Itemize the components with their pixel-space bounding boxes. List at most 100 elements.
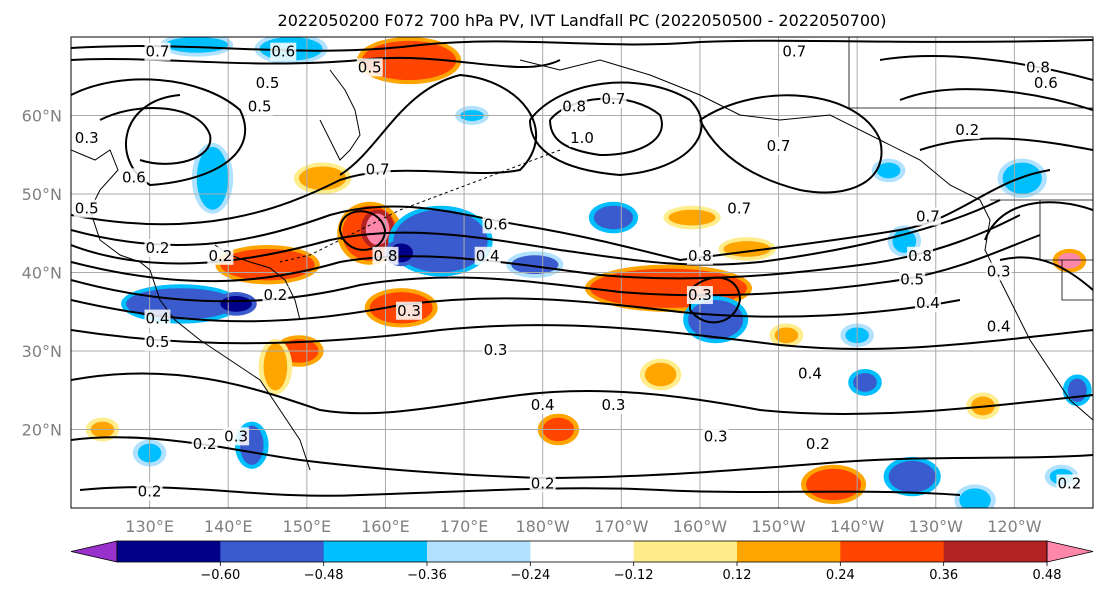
colorbar-bin-8 bbox=[840, 541, 945, 562]
colorbar-bin-1 bbox=[117, 541, 221, 562]
x-tick-labels: 130°E 140°E 150°E 160°E 170°E 180°W 170°W 160°W… bbox=[125, 517, 1041, 536]
contour-label-37: 0.3 bbox=[602, 396, 626, 414]
alaska-coastline bbox=[519, 59, 1093, 421]
pv-contour-line-15 bbox=[549, 97, 663, 157]
contour-label-bg bbox=[899, 270, 926, 289]
pv-contour-line-3 bbox=[99, 107, 212, 165]
colorbar-tick-label: 0.48 bbox=[1033, 568, 1062, 583]
colorbar-tick-label: 0.36 bbox=[929, 568, 958, 583]
contour-label-32: 0.2 bbox=[955, 121, 979, 139]
x-tick-label: 150°W bbox=[751, 517, 806, 536]
shaded-area-38 bbox=[263, 343, 288, 391]
contour-label-13: 0.8 bbox=[374, 247, 398, 265]
contour-label-bg bbox=[254, 74, 281, 93]
contour-label-15: 0.4 bbox=[146, 310, 170, 328]
contour-label-33: 0.3 bbox=[987, 263, 1011, 281]
contour-label-bg bbox=[364, 160, 391, 179]
contour-label-bg bbox=[907, 246, 934, 265]
contour-label-41: 0.2 bbox=[193, 435, 217, 453]
pv-contour-line-17 bbox=[879, 55, 1093, 81]
colorbar-tick-label: −0.60 bbox=[200, 568, 240, 583]
contour-label-bg bbox=[765, 136, 792, 155]
contour-label-6: 0.6 bbox=[122, 168, 146, 186]
pv-contour-line-10 bbox=[71, 324, 1093, 351]
contour-label-bg bbox=[144, 333, 171, 352]
x-tick-label: 140°E bbox=[204, 517, 253, 536]
x-tick-label: 140°W bbox=[830, 517, 885, 536]
contour-label-bg bbox=[561, 97, 588, 116]
x-tick-label: 160°E bbox=[361, 517, 410, 536]
contour-label-3: 0.5 bbox=[256, 74, 280, 92]
contour-label-11: 0.2 bbox=[208, 247, 232, 265]
contour-label-23: 0.7 bbox=[727, 200, 751, 218]
contour-label-9: 0.6 bbox=[484, 215, 508, 233]
pv-contour-line-20 bbox=[689, 276, 742, 324]
contour-label-bg bbox=[954, 121, 981, 140]
contour-label-17: 0.3 bbox=[484, 341, 508, 359]
contour-label-bg bbox=[1032, 74, 1059, 93]
colorbar-bin-3 bbox=[323, 541, 428, 562]
contour-label-40: 0.3 bbox=[224, 427, 248, 445]
contour-label-27: 0.5 bbox=[900, 270, 924, 288]
contour-label-1: 0.6 bbox=[271, 43, 295, 61]
contour-label-14: 0.2 bbox=[263, 286, 287, 304]
colorbar: −0.60 −0.48 −0.36 −0.24 −0.12 0.12 0.24 0.36 0.4… bbox=[70, 540, 1094, 583]
contour-label-bg bbox=[804, 435, 831, 454]
y-tick-label: 40°N bbox=[22, 264, 62, 283]
contour-label-16: 0.5 bbox=[146, 333, 170, 351]
shaded-area-27 bbox=[959, 488, 991, 508]
contour-label-bg bbox=[985, 262, 1012, 281]
colorbar-bin-2 bbox=[220, 541, 325, 562]
shaded-area-28 bbox=[1002, 162, 1042, 194]
contour-label-bg bbox=[73, 199, 100, 218]
pv-contour-line-5 bbox=[71, 169, 1051, 262]
x-tick-label: 180°W bbox=[516, 517, 571, 536]
colorbar-tick-label: 0.12 bbox=[723, 568, 752, 583]
contour-label-39: 0.2 bbox=[806, 435, 830, 453]
shaded-area-11 bbox=[220, 296, 252, 312]
contour-label-bg bbox=[262, 286, 289, 305]
contour-labels: 0.7 0.6 0.5 0.5 0.5 0.3 0.6 0.5 0.7 0.6 0.2 0.2 0.4 0… bbox=[73, 42, 1083, 501]
contour-label-5: 0.3 bbox=[75, 129, 99, 147]
colorbar-bin-9 bbox=[943, 541, 1048, 562]
pv-contour-line-19 bbox=[919, 137, 1093, 151]
pv-contour-line-22 bbox=[984, 201, 1093, 241]
contour-label-bg bbox=[120, 168, 147, 187]
contour-label-43: 0.2 bbox=[531, 474, 555, 492]
contour-label-bg bbox=[686, 286, 713, 305]
map-frame bbox=[70, 36, 1094, 509]
contour-label-bg bbox=[144, 42, 171, 61]
contour-label-36: 0.4 bbox=[531, 396, 555, 414]
contour-label-35: 0.4 bbox=[798, 365, 822, 383]
contour-label-bg bbox=[191, 435, 218, 454]
x-tick-label: 170°E bbox=[440, 517, 489, 536]
shaded-area-15 bbox=[511, 255, 559, 275]
x-tick-label: 130°E bbox=[125, 517, 174, 536]
contour-label-bg bbox=[207, 246, 234, 265]
contour-label-45: 0.3 bbox=[397, 302, 421, 320]
shaded-area-3 bbox=[196, 146, 229, 210]
contour-label-42: 0.2 bbox=[138, 482, 162, 500]
x-tick-label: 160°W bbox=[673, 517, 728, 536]
pv-contour-line-23 bbox=[999, 256, 1093, 291]
contour-label-22: 0.7 bbox=[767, 137, 791, 155]
contour-label-18: 0.8 bbox=[562, 98, 586, 116]
y-tick-labels: 20°N 30°N 40°N 50°N 60°N bbox=[22, 107, 62, 440]
pv-contour-line-4 bbox=[71, 73, 538, 226]
pv-contours bbox=[71, 39, 1093, 497]
pv-contour-line-14 bbox=[529, 81, 703, 177]
contour-label-25: 0.3 bbox=[688, 286, 712, 304]
map-panel: 0.7 0.6 0.5 0.5 0.5 0.3 0.6 0.5 0.7 0.6 0.2 0.2 0.4 0… bbox=[71, 37, 1093, 508]
y-tick-label: 60°N bbox=[22, 107, 62, 126]
x-tick-label: 150°E bbox=[283, 517, 332, 536]
colorbar-bin-7 bbox=[737, 541, 841, 562]
contour-label-bg bbox=[702, 427, 729, 446]
contour-label-bg bbox=[474, 246, 501, 265]
contour-label-bg bbox=[796, 364, 823, 383]
contour-label-bg bbox=[372, 246, 399, 265]
shaded-area-33 bbox=[876, 162, 901, 179]
pv-contour-line-21 bbox=[338, 210, 387, 251]
x-tick-label: 120°W bbox=[987, 517, 1042, 536]
contour-label-10: 0.2 bbox=[146, 239, 170, 257]
colorbar-tick-label: −0.12 bbox=[614, 568, 654, 583]
